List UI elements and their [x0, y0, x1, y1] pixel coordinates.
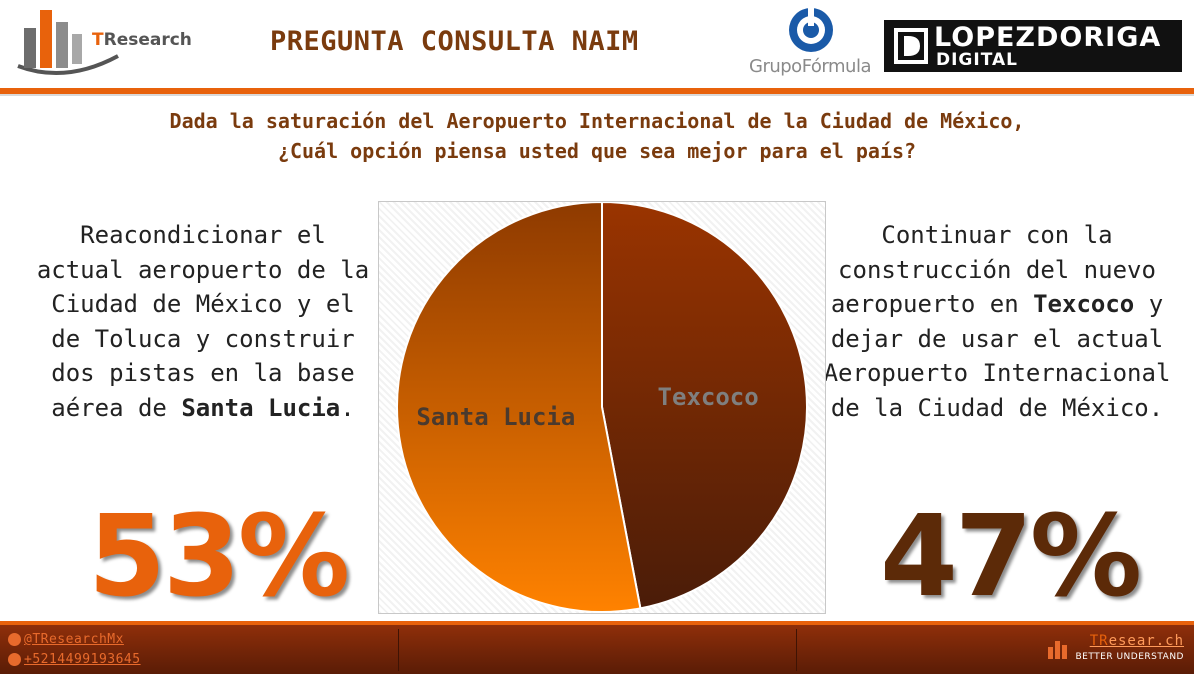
lopezdoriga-emblem-icon: [894, 28, 928, 64]
page-title: PREGUNTA CONSULTA NAIM: [270, 26, 639, 57]
header-divider: [0, 88, 1194, 94]
whatsapp-link[interactable]: +5214499193645: [8, 652, 141, 667]
survey-question: Dada la saturación del Aeropuerto Intern…: [0, 106, 1194, 166]
tresearch-logo: [17, 10, 119, 76]
tagline: BETTER UNDERSTAND: [1075, 652, 1184, 662]
grupo-formula-logo: GrupoFórmula: [748, 4, 872, 82]
footer-separator: [796, 629, 797, 671]
option-santa-lucia-name: Santa Lucia: [181, 393, 341, 422]
pie-chart-area: Texcoco Santa Lucia: [378, 200, 826, 614]
grupo-formula-emblem-icon: [789, 6, 833, 52]
grupo-formula-text: GrupoFórmula: [749, 56, 871, 77]
header-divider-shadow: [0, 94, 1194, 96]
option-texcoco-text: Continuar con la construcción del nuevo …: [823, 221, 1171, 422]
footer-divider: [0, 621, 1194, 625]
tresearch-website-link[interactable]: TResear.ch BETTER UNDERSTAND: [1075, 633, 1184, 662]
footer-separator: [398, 629, 399, 671]
pie-label-texcoco: Texcoco: [658, 383, 759, 411]
header: TResearch PREGUNTA CONSULTA NAIM GrupoFó…: [0, 0, 1194, 88]
question-line-2: ¿Cuál opción piensa usted que sea mejor …: [277, 139, 917, 163]
pie-label-santa-lucia: Santa Lucia: [416, 403, 575, 431]
twitter-link[interactable]: @TResearchMx: [8, 632, 124, 647]
footer: @TResearchMx +5214499193645 TResear.ch B…: [0, 625, 1194, 674]
tresearch-name: TResearch: [92, 30, 192, 50]
whatsapp-icon: [8, 653, 21, 666]
lopezdoriga-title: LOPEZDORIGA: [934, 22, 1162, 53]
pie-slice-texcoco: [601, 200, 808, 610]
tresearch-mini-logo-icon: [1048, 641, 1067, 659]
pie-slice-santa-lucia: [396, 200, 642, 613]
twitter-icon: [8, 633, 21, 646]
pie-chart: Texcoco Santa Lucia: [396, 200, 808, 613]
option-santa-lucia-text: Reacondicionar el actual aeropuerto de l…: [36, 221, 370, 422]
option-texcoco-name: Texcoco: [1033, 290, 1135, 318]
santa-lucia-percent: 53%: [88, 492, 350, 622]
lopezdoriga-logo: LOPEZDORIGA DIGITAL: [884, 20, 1182, 72]
question-line-1: Dada la saturación del Aeropuerto Intern…: [169, 109, 1025, 133]
texcoco-percent: 47%: [880, 492, 1142, 622]
lopezdoriga-subtitle: DIGITAL: [936, 50, 1018, 70]
